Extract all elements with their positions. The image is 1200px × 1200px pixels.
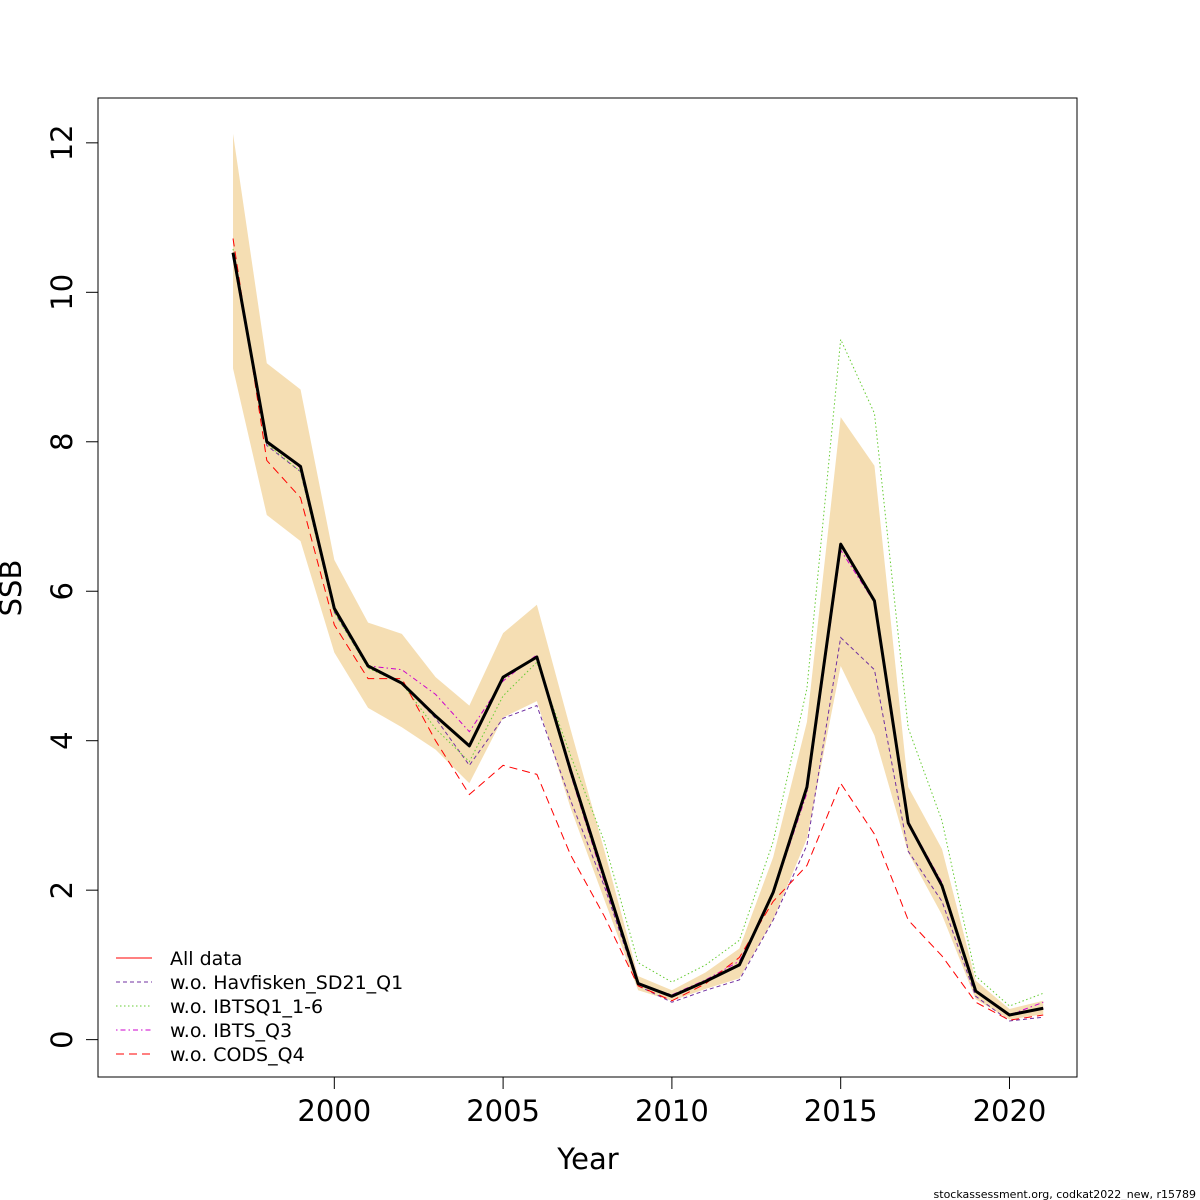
legend-label-4: w.o. CODS_Q4 [170, 1044, 305, 1066]
confidence-band-layer [233, 133, 1044, 1020]
x-tick-label: 2000 [297, 1094, 371, 1128]
x-tick-label: 2015 [804, 1094, 878, 1128]
confidence-band [233, 133, 1044, 1020]
footer-credit: stockassessment.org, codkat2022_new, r15… [934, 1188, 1196, 1200]
x-axis: 2000 2005 2010 2015 2020 [297, 1076, 1047, 1128]
legend-label-0: All data [170, 948, 242, 970]
legend-label-3: w.o. IBTS_Q3 [170, 1020, 292, 1042]
ssb-estimate-line [231, 252, 1044, 1017]
estimate-layer [231, 252, 1044, 1017]
x-tick-label: 2005 [466, 1094, 540, 1128]
series-line-4 [232, 238, 1044, 1021]
y-tick-label: 8 [45, 433, 79, 451]
x-tick-label: 2010 [635, 1094, 709, 1128]
y-tick-label: 6 [45, 582, 79, 600]
y-axis-title: SSB [0, 560, 28, 617]
x-axis-title: Year [556, 1142, 618, 1176]
y-tick-label: 10 [45, 274, 79, 311]
y-tick-label: 12 [45, 124, 79, 161]
x-tick-label: 2020 [973, 1094, 1047, 1128]
y-tick-label: 0 [45, 1030, 79, 1048]
y-tick-label: 2 [45, 881, 79, 899]
y-tick-label: 4 [45, 731, 79, 749]
legend-label-1: w.o. Havfisken_SD21_Q1 [170, 972, 403, 994]
legend-label-2: w.o. IBTSQ1_1-6 [170, 996, 323, 1018]
y-axis: 0 2 4 6 8 10 12 [45, 124, 99, 1049]
